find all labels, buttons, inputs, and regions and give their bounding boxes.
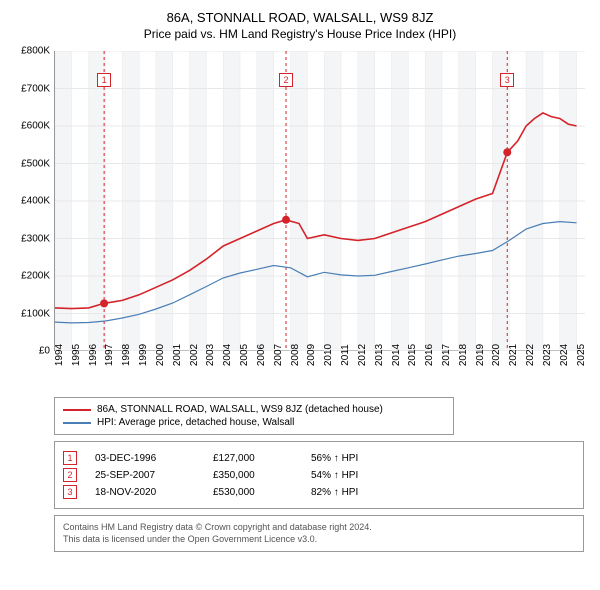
sale-price: £127,000 — [213, 453, 293, 464]
x-tick-label: 2015 — [407, 344, 418, 366]
x-tick-label: 2005 — [239, 344, 250, 366]
legend-label: HPI: Average price, detached house, Wals… — [97, 417, 294, 428]
x-tick-label: 2019 — [475, 344, 486, 366]
attribution: Contains HM Land Registry data © Crown c… — [54, 515, 584, 552]
x-tick-label: 1998 — [121, 344, 132, 366]
y-axis-labels: £0£100K£200K£300K£400K£500K£600K£700K£80… — [12, 51, 52, 351]
x-tick-label: 2021 — [508, 344, 519, 366]
x-tick-label: 2012 — [357, 344, 368, 366]
y-tick-label: £400K — [21, 196, 50, 207]
x-tick-label: 2018 — [458, 344, 469, 366]
sale-marker-box: 2 — [279, 73, 293, 87]
y-tick-label: £600K — [21, 121, 50, 132]
plot-area: 1 2 3 — [54, 51, 584, 351]
x-tick-label: 2020 — [491, 344, 502, 366]
x-tick-label: 2004 — [222, 344, 233, 366]
x-tick-label: 1994 — [54, 344, 65, 366]
sale-price: £350,000 — [213, 470, 293, 481]
y-tick-label: £800K — [21, 46, 50, 57]
x-tick-label: 2016 — [424, 344, 435, 366]
sale-row: 2 25-SEP-2007 £350,000 54% ↑ HPI — [63, 468, 575, 482]
y-tick-label: £700K — [21, 83, 50, 94]
sale-price: £530,000 — [213, 487, 293, 498]
x-tick-label: 2025 — [576, 344, 587, 366]
x-tick-label: 2006 — [256, 344, 267, 366]
sales-table: 1 03-DEC-1996 £127,000 56% ↑ HPI 2 25-SEP-200… — [54, 441, 584, 509]
chart-title: 86A, STONNALL ROAD, WALSALL, WS9 8JZ — [12, 10, 588, 25]
sale-date: 03-DEC-1996 — [95, 453, 195, 464]
y-tick-label: £300K — [21, 233, 50, 244]
x-tick-label: 1995 — [71, 344, 82, 366]
sale-hpi: 54% ↑ HPI — [311, 470, 391, 481]
sale-number-box: 2 — [63, 468, 77, 482]
legend-label: 86A, STONNALL ROAD, WALSALL, WS9 8JZ (de… — [97, 404, 383, 415]
legend-item: 86A, STONNALL ROAD, WALSALL, WS9 8JZ (de… — [63, 404, 445, 415]
sale-row: 1 03-DEC-1996 £127,000 56% ↑ HPI — [63, 451, 575, 465]
legend: 86A, STONNALL ROAD, WALSALL, WS9 8JZ (de… — [54, 397, 454, 435]
x-tick-label: 1997 — [104, 344, 115, 366]
legend-swatch — [63, 422, 91, 424]
attribution-line: This data is licensed under the Open Gov… — [63, 534, 575, 546]
sale-hpi: 82% ↑ HPI — [311, 487, 391, 498]
attribution-line: Contains HM Land Registry data © Crown c… — [63, 522, 575, 534]
sale-date: 25-SEP-2007 — [95, 470, 195, 481]
sale-row: 3 18-NOV-2020 £530,000 82% ↑ HPI — [63, 485, 575, 499]
sale-hpi: 56% ↑ HPI — [311, 453, 391, 464]
legend-swatch — [63, 409, 91, 411]
sale-marker-box: 1 — [97, 73, 111, 87]
chart-subtitle: Price paid vs. HM Land Registry's House … — [12, 27, 588, 41]
x-tick-label: 2023 — [542, 344, 553, 366]
x-tick-label: 2010 — [323, 344, 334, 366]
x-tick-label: 2000 — [155, 344, 166, 366]
sale-number-box: 3 — [63, 485, 77, 499]
x-tick-label: 2008 — [290, 344, 301, 366]
x-tick-label: 2003 — [205, 344, 216, 366]
x-tick-label: 2009 — [306, 344, 317, 366]
x-tick-label: 1999 — [138, 344, 149, 366]
y-tick-label: £500K — [21, 158, 50, 169]
y-tick-label: £200K — [21, 271, 50, 282]
x-tick-label: 2014 — [391, 344, 402, 366]
x-tick-label: 2017 — [441, 344, 452, 366]
x-axis-labels: 1994199519961997199819992000200120022003… — [54, 353, 584, 391]
x-tick-label: 2011 — [340, 344, 351, 366]
sale-date: 18-NOV-2020 — [95, 487, 195, 498]
x-tick-label: 2007 — [273, 344, 284, 366]
chart-container: 86A, STONNALL ROAD, WALSALL, WS9 8JZ Pri… — [0, 0, 600, 560]
x-tick-label: 2001 — [172, 344, 183, 366]
x-tick-label: 2024 — [559, 344, 570, 366]
x-tick-label: 2002 — [189, 344, 200, 366]
y-tick-label: £0 — [39, 346, 50, 357]
chart-svg — [55, 51, 585, 351]
legend-item: HPI: Average price, detached house, Wals… — [63, 417, 445, 428]
sale-marker-box: 3 — [500, 73, 514, 87]
y-tick-label: £100K — [21, 308, 50, 319]
x-tick-label: 2013 — [374, 344, 385, 366]
chart-area: £0£100K£200K£300K£400K£500K£600K£700K£80… — [12, 51, 588, 391]
x-tick-label: 1996 — [88, 344, 99, 366]
x-tick-label: 2022 — [525, 344, 536, 366]
sale-number-box: 1 — [63, 451, 77, 465]
